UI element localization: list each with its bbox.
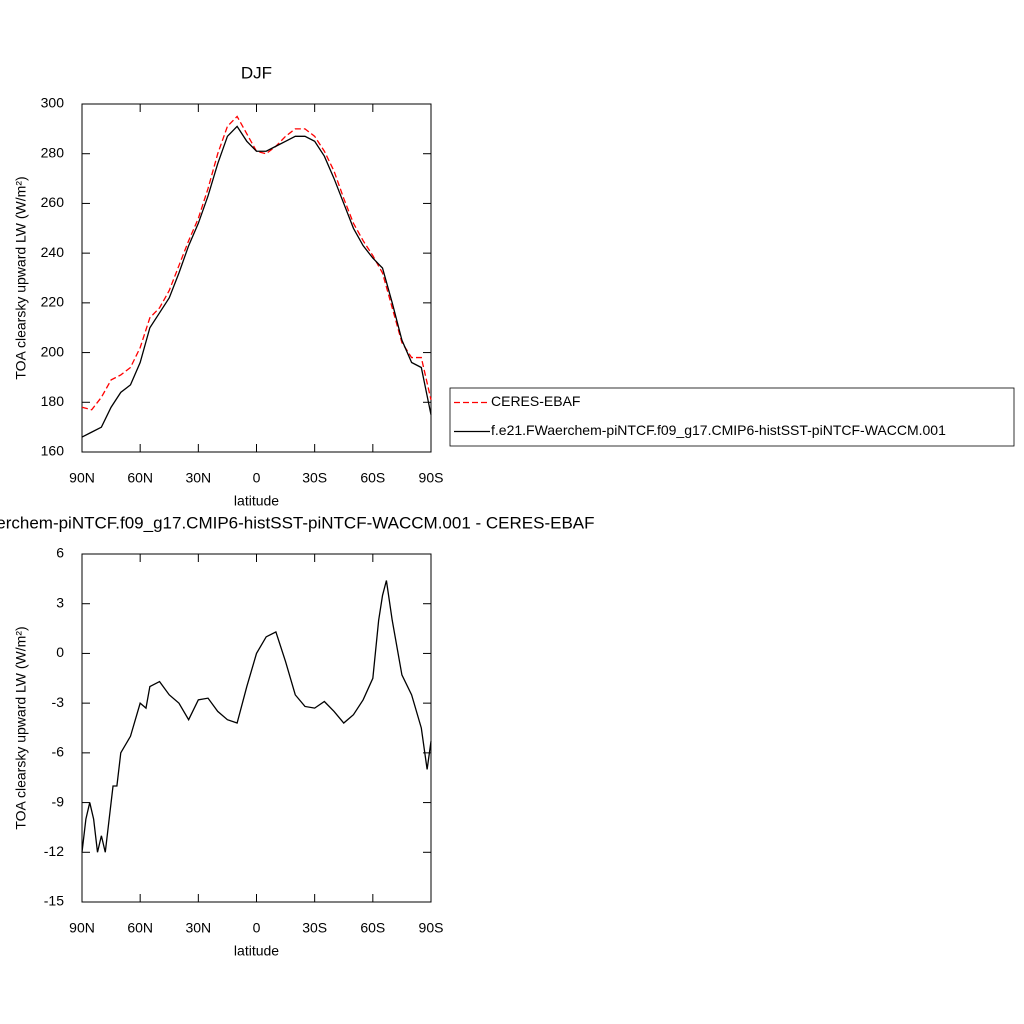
y-tick-label: -6 [52, 744, 65, 760]
y-tick-label: -12 [44, 843, 64, 859]
chart-title: DJF [241, 63, 272, 82]
legend-box [449, 387, 1015, 447]
x-axis-label: latitude [234, 493, 279, 509]
data-line [81, 580, 432, 853]
y-tick-label: 200 [41, 343, 65, 359]
chart-title: f.e21.FWaerchem-piNTCF.f09_g17.CMIP6-his… [0, 513, 595, 532]
data-line [81, 115, 432, 411]
x-tick-label: 60N [127, 920, 153, 936]
x-tick-label: 90S [419, 920, 444, 936]
x-axis-label: latitude [234, 943, 279, 959]
y-axis-label: TOA clearsky upward LW (W/m²) [13, 176, 29, 379]
x-tick-label: 60S [360, 470, 385, 486]
y-tick-label: 0 [56, 644, 64, 660]
y-tick-label: 180 [41, 393, 65, 409]
x-tick-label: 30N [185, 470, 211, 486]
y-tick-label: 300 [41, 95, 65, 111]
x-tick-label: 90N [69, 920, 95, 936]
y-tick-label: 260 [41, 194, 65, 210]
y-tick-label: -3 [52, 694, 65, 710]
x-tick-label: 0 [253, 920, 261, 936]
x-tick-label: 30S [302, 920, 327, 936]
y-tick-label: -15 [44, 893, 64, 909]
x-tick-label: 30S [302, 470, 327, 486]
y-tick-label: 280 [41, 144, 65, 160]
y-axis-label: TOA clearsky upward LW (W/m²) [13, 626, 29, 829]
y-tick-label: 240 [41, 244, 65, 260]
plot-frame [81, 553, 432, 903]
x-tick-label: 90S [419, 470, 444, 486]
x-tick-label: 0 [253, 470, 261, 486]
legend-label: CERES-EBAF [491, 393, 580, 409]
data-line [81, 125, 432, 438]
y-tick-label: -9 [52, 793, 65, 809]
x-tick-label: 30N [185, 920, 211, 936]
y-tick-label: 6 [56, 545, 64, 561]
y-tick-label: 220 [41, 294, 65, 310]
x-tick-label: 60S [360, 920, 385, 936]
y-tick-label: 3 [56, 594, 64, 610]
x-tick-label: 90N [69, 470, 95, 486]
legend-label: f.e21.FWaerchem-piNTCF.f09_g17.CMIP6-his… [491, 422, 946, 438]
plot-frame [81, 103, 432, 453]
y-tick-label: 160 [41, 443, 65, 459]
x-tick-label: 60N [127, 470, 153, 486]
